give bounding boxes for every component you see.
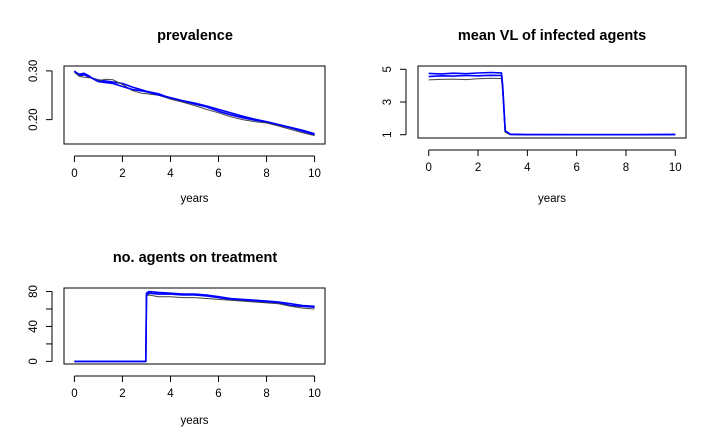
y-tick-label: 0.30 <box>28 60 40 82</box>
x-tick-label: 6 <box>215 168 221 180</box>
series-line-3 <box>428 71 676 136</box>
series-line-1 <box>74 292 315 363</box>
series-line-1 <box>428 74 676 136</box>
y-tick-label: 80 <box>28 285 40 298</box>
y-tick-label: 1 <box>382 132 394 138</box>
x-axis-label: years <box>180 415 208 427</box>
chart-panel-1: prevalence 0 2 4 6 8 10 0.20 0.30 years <box>28 28 326 205</box>
plot-frame <box>63 287 326 365</box>
x-tick-label: 6 <box>573 162 579 174</box>
x-tick-label: 4 <box>167 388 174 400</box>
series-line-2 <box>74 71 315 137</box>
y-tick-label: 3 <box>382 99 394 105</box>
x-tick-label: 6 <box>215 388 221 400</box>
plot-frame <box>417 65 687 139</box>
x-tick-label: 8 <box>263 388 269 400</box>
series-line-2 <box>428 77 676 136</box>
series-line-2 <box>74 294 315 362</box>
x-tick-label: 2 <box>475 162 481 174</box>
x-tick-label: 0 <box>426 162 432 174</box>
x-tick-label: 4 <box>167 168 174 180</box>
chart-title: prevalence <box>157 28 233 44</box>
x-tick-label: 10 <box>669 162 682 174</box>
chart-panel-2: mean VL of infected agents 0 2 4 6 8 10 1 3 5 year… <box>382 28 687 205</box>
chart-panel-3: no. agents on treatment 0 2 4 6 8 10 0 40 80 years <box>28 250 326 427</box>
x-tick-label: 2 <box>119 168 125 180</box>
x-tick-label: 8 <box>263 168 269 180</box>
x-tick-label: 10 <box>308 388 321 400</box>
y-tick-label: 0 <box>28 358 40 364</box>
y-tick-label: 40 <box>28 320 40 333</box>
x-tick-label: 0 <box>71 388 77 400</box>
plot-frame <box>63 65 326 145</box>
x-axis-label: years <box>180 193 208 205</box>
y-tick-label: 5 <box>382 66 394 72</box>
series-line-3 <box>73 70 315 135</box>
x-tick-label: 2 <box>119 388 125 400</box>
x-tick-label: 0 <box>71 168 77 180</box>
x-axis-label: years <box>538 193 566 205</box>
x-tick-label: 4 <box>524 162 531 174</box>
y-tick-label: 0.20 <box>28 108 40 130</box>
chart-title: no. agents on treatment <box>113 250 278 266</box>
x-tick-label: 8 <box>623 162 629 174</box>
chart-title: mean VL of infected agents <box>458 28 646 44</box>
series-line-3 <box>74 290 315 363</box>
x-tick-label: 10 <box>308 168 321 180</box>
